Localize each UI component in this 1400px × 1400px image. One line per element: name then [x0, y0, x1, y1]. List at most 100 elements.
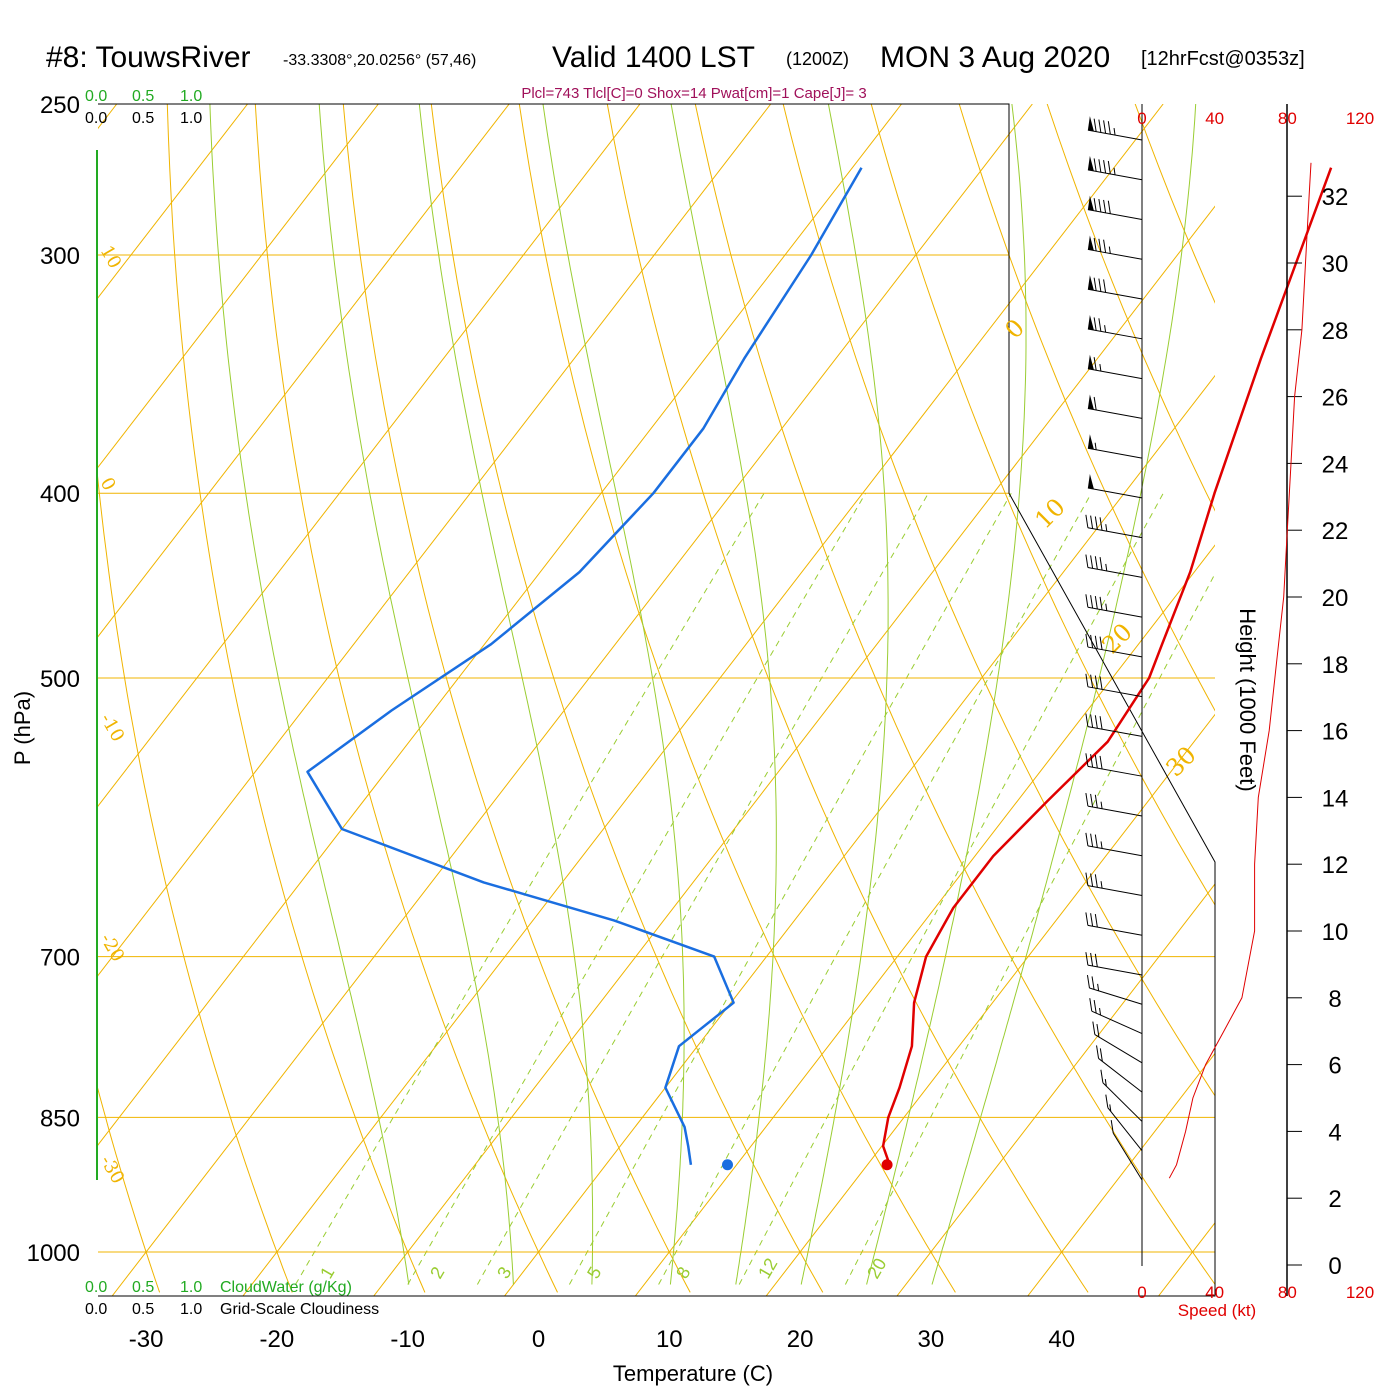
isotherm-line: [98, 104, 902, 1146]
wind-barb-flag: [1087, 116, 1094, 132]
wind-barb-full: [1093, 277, 1097, 291]
diagram-border: [98, 103, 1216, 1297]
pressure-tick-label: 250: [40, 92, 80, 119]
isotherm-line: [896, 883, 1215, 1296]
wind-barb: [1092, 1021, 1143, 1064]
wind-barb-full: [1085, 713, 1089, 727]
wind-barb: [1085, 713, 1143, 737]
wind-barb: [1085, 793, 1143, 817]
pressure-tick-label: 500: [40, 666, 80, 693]
wind-barb-flag: [1087, 275, 1094, 291]
wind-barb: [1085, 832, 1143, 857]
wind-barb-full: [1090, 674, 1094, 688]
wind-barb-full: [1085, 872, 1089, 886]
height-tick-label: 6: [1328, 1053, 1341, 1080]
wind-barb: [1105, 1094, 1143, 1152]
wind-barb-full: [1092, 1021, 1096, 1035]
wind-barb-full: [1085, 832, 1089, 846]
wind-barb-full: [1085, 514, 1089, 528]
wind-barb-half: [1099, 364, 1102, 372]
height-tick-label: 18: [1322, 652, 1349, 679]
wind-barb-full: [1094, 595, 1098, 610]
wind-barb-full: [1090, 634, 1094, 648]
isotherm-line: [98, 104, 641, 807]
dry-adiabat: [782, 104, 1215, 1097]
speed-tick-label-top: 0: [1137, 109, 1146, 128]
wind-barb-full: [1105, 1094, 1109, 1108]
isotherm-line: [98, 104, 379, 468]
wind-barb-full: [1085, 753, 1089, 767]
mixing-ratio-line: [844, 572, 1215, 1285]
wind-barb: [1087, 474, 1143, 499]
mixing-ratio-label: 2: [426, 1263, 448, 1282]
wind-barb-full: [1093, 158, 1097, 172]
wind-barb-full: [1099, 676, 1103, 690]
wind-barb-full: [1085, 554, 1089, 568]
height-tick-label: 22: [1322, 518, 1349, 545]
wind-barb: [1085, 633, 1143, 658]
dry-adiabat: [430, 104, 824, 1293]
wind-barb: [1087, 314, 1143, 340]
dry-adiabat: [98, 475, 293, 1293]
wind-barb-staff: [1087, 288, 1143, 300]
wind-barb-full: [1094, 834, 1098, 848]
wind-barb-staff: [1087, 527, 1143, 539]
speed-tick-label-bottom: 80: [1278, 1283, 1297, 1302]
temperature-tick-label: 10: [656, 1326, 683, 1353]
wind-barb-full: [1093, 237, 1097, 252]
stability-indices: Plcl=743 Tlcl[C]=0 Shox=14 Pwat[cm]=1 Ca…: [521, 85, 866, 102]
wind-barb-full: [1094, 874, 1098, 888]
cloud-tick: 1.0: [180, 1279, 202, 1296]
y-axis-title: P (hPa): [10, 691, 35, 765]
wind-barb-full: [1085, 952, 1089, 966]
cover-tick: 0.5: [132, 110, 154, 127]
wind-barb-half: [1105, 563, 1108, 572]
speed-tick-label-bottom: 120: [1346, 1283, 1374, 1302]
wind-barb-staff: [1102, 1082, 1143, 1122]
wind-barb-full: [1103, 199, 1107, 213]
wind-barb-half: [1099, 1007, 1102, 1016]
pressure-tick-label: 300: [40, 243, 80, 270]
cover-tick: 0.5: [132, 1301, 154, 1318]
wind-barb-full: [1107, 121, 1111, 135]
isotherm-line: [111, 104, 1033, 1296]
wind-barb-full: [1094, 635, 1098, 649]
wind-barb-staff: [1087, 765, 1143, 777]
wind-barb-full: [1099, 596, 1103, 610]
wind-barb-staff: [1112, 1132, 1143, 1181]
mixing-ratio-line: [295, 492, 765, 1285]
temperature-tick-label: 0: [532, 1326, 545, 1353]
moist-adiabat: [670, 104, 777, 1285]
wind-barb-full: [1094, 953, 1098, 967]
height-tick-label: 14: [1322, 785, 1349, 812]
dewpoint-line: [306, 167, 863, 1165]
wind-barb-half: [1108, 246, 1111, 254]
wind-barb-full: [1090, 515, 1094, 529]
dry-adiabat: [606, 104, 1089, 1293]
wind-barb-half: [1105, 603, 1108, 611]
wind-barb: [1110, 1120, 1143, 1181]
wind-barb: [1086, 974, 1143, 1005]
cloud-tick: 0.0: [85, 1279, 107, 1296]
cloud-tick: 0.0: [85, 88, 107, 105]
isotherm-line: [98, 104, 510, 638]
wind-barb: [1085, 594, 1143, 618]
dry-adiabat: [254, 104, 558, 1293]
wind-barb-full: [1085, 793, 1089, 807]
wind-barb-half: [1113, 128, 1116, 136]
wind-barb: [1085, 673, 1143, 698]
wind-barb-staff: [1094, 1034, 1143, 1064]
pressure-tick-label: 700: [40, 945, 80, 972]
wind-barb-full: [1103, 120, 1107, 134]
mixing-ratio-line: [476, 492, 929, 1285]
temperature-tick-label: 20: [787, 1326, 814, 1353]
cover-tick: 1.0: [180, 110, 202, 127]
height-tick-label: 20: [1322, 585, 1349, 612]
wind-barb-full: [1099, 636, 1103, 650]
mixing-ratio-label: 8: [672, 1263, 694, 1282]
cloud-water-label: CloudWater (g/Kg): [220, 1279, 352, 1296]
wind-barb-full: [1093, 118, 1097, 132]
cloud-tick: 1.0: [180, 88, 202, 105]
wind-barb: [1085, 912, 1143, 936]
wind-barb-flag: [1087, 394, 1094, 410]
